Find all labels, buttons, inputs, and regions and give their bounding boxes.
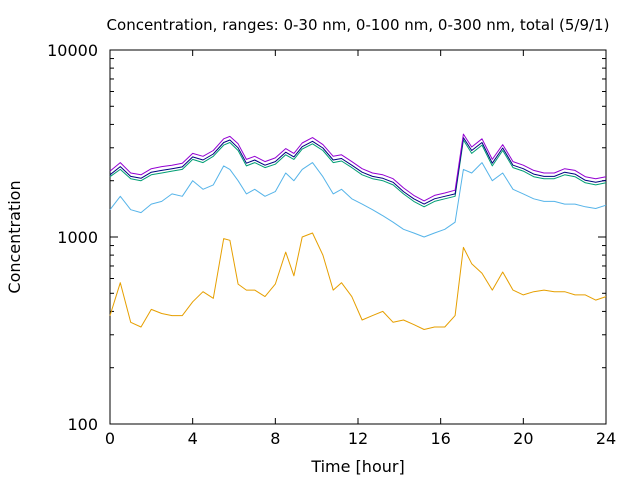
x-tick-label: 8 xyxy=(270,429,280,448)
axis-ticks: 0 4 8 12 16 20 24 100 1000 10000 xyxy=(47,41,616,448)
x-tick-label: 16 xyxy=(430,429,450,448)
series-layer xyxy=(109,133,607,330)
series-line-4 xyxy=(109,137,607,205)
x-tick-label: 12 xyxy=(348,429,368,448)
series-line-3 xyxy=(109,139,607,208)
y-tick-label: 100 xyxy=(67,415,98,434)
x-tick-label: 4 xyxy=(188,429,198,448)
series-line-1 xyxy=(109,232,607,330)
plot-area xyxy=(109,49,607,425)
y-axis-label: Concentration xyxy=(5,180,24,293)
y-tick-label: 10000 xyxy=(47,41,98,60)
x-tick-label: 24 xyxy=(596,429,616,448)
chart-title: Concentration, ranges: 0-30 nm, 0-100 nm… xyxy=(107,16,610,34)
series-line-5 xyxy=(109,133,607,202)
y-tick-label: 1000 xyxy=(57,228,98,247)
series-line-2 xyxy=(109,162,607,238)
x-axis-label: Time [hour] xyxy=(310,457,404,476)
x-tick-label: 0 xyxy=(105,429,115,448)
x-tick-label: 20 xyxy=(513,429,533,448)
